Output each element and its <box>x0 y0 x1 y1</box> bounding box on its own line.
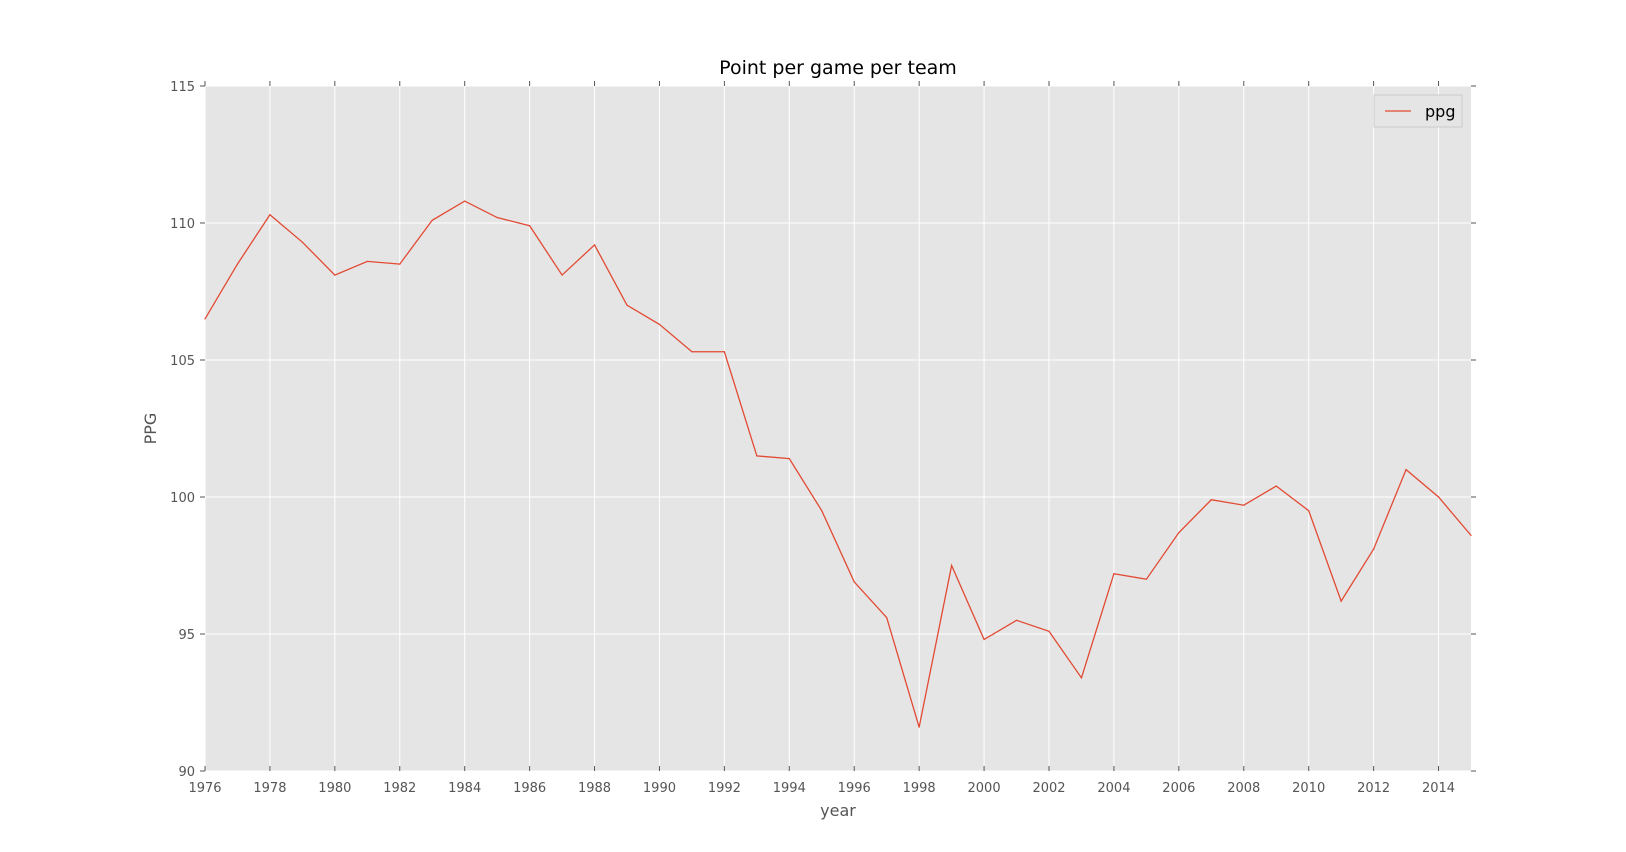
data-point <box>951 564 953 567</box>
x-tick-label: 2010 <box>1292 781 1325 796</box>
x-tick-label: 1978 <box>253 781 286 796</box>
data-point <box>1470 534 1472 536</box>
data-point <box>821 510 823 512</box>
y-tick-label: 90 <box>178 765 195 780</box>
x-tick-label: 1986 <box>513 781 546 796</box>
data-point <box>301 241 303 243</box>
x-tick-label: 2000 <box>968 781 1001 796</box>
grid-lines <box>204 85 1471 772</box>
data-point <box>1308 510 1310 512</box>
data-point <box>399 263 401 265</box>
x-tick-label: 1976 <box>188 781 221 796</box>
data-point <box>1243 504 1245 506</box>
data-point <box>236 263 239 265</box>
legend-label-ppg: ppg <box>1425 102 1455 121</box>
data-point <box>691 351 693 353</box>
data-point <box>1080 677 1083 679</box>
data-point <box>431 219 433 221</box>
plot-area <box>205 86 1471 771</box>
legend: ppg <box>1373 94 1463 128</box>
y-tick-label: 95 <box>178 628 195 643</box>
data-point <box>366 260 368 262</box>
y-tick-label: 100 <box>170 491 195 506</box>
data-point <box>1275 485 1277 487</box>
y-tick-label: 115 <box>170 80 195 95</box>
x-tick-label: 1988 <box>578 781 611 796</box>
data-point <box>1145 578 1147 580</box>
chart-title: Point per game per team <box>719 57 957 79</box>
x-tick-label: 1992 <box>708 781 741 796</box>
data-point <box>1048 630 1050 632</box>
x-axis-title: year <box>820 801 856 820</box>
data-point <box>983 638 985 641</box>
x-tick-label: 2012 <box>1357 781 1390 796</box>
x-tick-label: 1994 <box>773 781 806 796</box>
x-tick-label: 2002 <box>1032 781 1065 796</box>
data-point <box>334 274 336 276</box>
axis-ticks <box>200 81 1476 772</box>
x-tick-label: 1980 <box>318 781 351 796</box>
data-point <box>1015 619 1018 621</box>
y-tick-label: 110 <box>170 217 195 232</box>
data-point <box>918 726 920 728</box>
data-point <box>1405 469 1407 471</box>
x-tick-label: 1982 <box>383 781 416 796</box>
series-line-ppg <box>204 200 1472 728</box>
data-point <box>658 323 661 325</box>
data-point <box>1437 496 1440 498</box>
data-point <box>1340 600 1342 602</box>
data-point <box>529 225 531 227</box>
data-point <box>204 318 206 320</box>
data-point <box>1178 532 1180 534</box>
data-point <box>269 214 271 216</box>
x-tick-label: 2006 <box>1162 781 1195 796</box>
data-point <box>1373 548 1375 550</box>
data-point <box>496 216 498 219</box>
series-layer <box>204 200 1472 728</box>
data-point <box>561 274 563 276</box>
x-tick-label: 2014 <box>1422 781 1455 796</box>
data-point <box>723 351 725 353</box>
data-point <box>756 455 758 457</box>
x-tick-label: 2008 <box>1227 781 1260 796</box>
data-point <box>853 581 855 583</box>
data-point <box>626 304 628 306</box>
data-point <box>464 200 466 202</box>
data-point <box>886 616 888 619</box>
x-tick-label: 1998 <box>903 781 936 796</box>
y-tick-label: 105 <box>170 354 195 369</box>
data-point <box>788 458 790 460</box>
tick-labels: 1976 1978 1980 1982 1984 1986 1988 1990 1992 1994… <box>170 80 1455 796</box>
x-tick-label: 1990 <box>643 781 676 796</box>
data-point <box>593 244 596 246</box>
data-point <box>1113 573 1115 575</box>
y-axis-title: PPG <box>141 413 160 445</box>
x-tick-label: 2004 <box>1097 781 1130 796</box>
x-tick-label: 1984 <box>448 781 481 796</box>
data-point <box>1210 499 1212 501</box>
x-tick-label: 1996 <box>838 781 871 796</box>
